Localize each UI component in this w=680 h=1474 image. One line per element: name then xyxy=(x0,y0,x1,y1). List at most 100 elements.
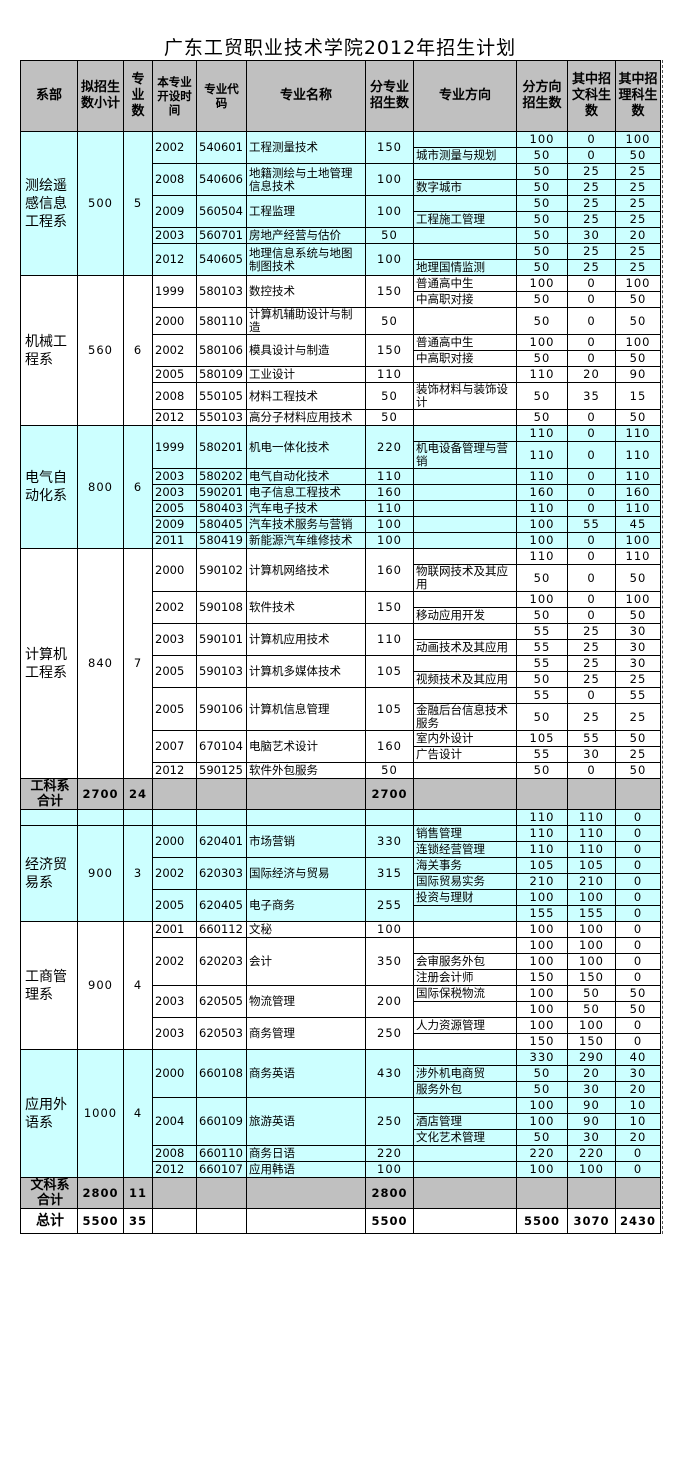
direction-enrollment: 150 xyxy=(516,969,568,986)
major-code: 660107 xyxy=(196,1161,247,1178)
table-row: 2003 590101 计算机应用技术 110 55 25 30 xyxy=(21,623,661,656)
column-header: 分专业招生数 xyxy=(365,60,414,132)
major-start-year: 2011 xyxy=(152,532,197,549)
major-code: 590108 xyxy=(196,591,247,624)
direction-enrollment: 50 xyxy=(516,1065,568,1082)
major-start-year: 2007 xyxy=(152,730,197,763)
major-enrollment: 110 xyxy=(365,468,414,485)
direction-name xyxy=(413,1145,517,1162)
table-row: 155 155 0 xyxy=(21,905,661,922)
major-start-year: 2000 xyxy=(152,1049,197,1098)
direction-name: 文化艺术管理 xyxy=(413,1129,517,1146)
science-count: 0 xyxy=(615,857,661,874)
empty-cell xyxy=(123,809,153,826)
direction-name xyxy=(413,1033,517,1050)
major-code: 620203 xyxy=(196,937,247,986)
major-name: 机电一体化技术 xyxy=(246,425,366,469)
science-count: 50 xyxy=(615,409,661,426)
page-title: 广东工贸职业技术学院2012年招生计划 xyxy=(163,37,517,59)
arts-count: 100 xyxy=(567,953,616,970)
table-row: 金融后台信息技术服务 50 25 25 xyxy=(21,703,661,731)
table-row: 应用外语系 1000 4 2000 660108 商务英语 430 330 290 40 xyxy=(20,1049,661,1178)
direction-name xyxy=(413,227,517,244)
direction-enrollment: 50 xyxy=(516,409,568,426)
direction-enrollment: 55 xyxy=(516,655,568,672)
major-code: 580106 xyxy=(196,334,247,367)
science-count: 10 xyxy=(615,1113,661,1130)
arts-total xyxy=(567,778,616,810)
major-code: 580110 xyxy=(196,307,247,335)
major-enrollment: 105 xyxy=(365,687,414,731)
major-code: 660109 xyxy=(196,1097,247,1146)
science-total xyxy=(615,1177,661,1209)
major-name: 国际经济与贸易 xyxy=(246,857,366,890)
major-name: 计算机信息管理 xyxy=(246,687,366,731)
major-name: 模具设计与制造 xyxy=(246,334,366,367)
department-major-count: 6 xyxy=(123,425,153,549)
table-row: 数字城市 50 25 25 xyxy=(21,179,661,196)
table-row: 涉外机电商贸 50 20 30 xyxy=(21,1065,661,1082)
major-enrollment: 160 xyxy=(365,730,414,763)
subtotal-row: 工科系合计 2700 24 2700 xyxy=(20,778,661,810)
arts-total: 3070 xyxy=(567,1208,616,1234)
major-code: 580109 xyxy=(196,366,247,383)
direction-name: 金融后台信息技术服务 xyxy=(413,703,517,731)
arts-count: 0 xyxy=(567,291,616,308)
science-count: 25 xyxy=(615,195,661,212)
arts-count: 35 xyxy=(567,382,616,410)
arts-count: 25 xyxy=(567,703,616,731)
major-name: 旅游英语 xyxy=(246,1097,366,1146)
direction-enrollment: 100 xyxy=(516,1097,568,1114)
direction-enrollment: 100 xyxy=(516,985,568,1002)
direction-name xyxy=(413,532,517,549)
arts-count: 0 xyxy=(567,484,616,501)
direction-enrollment: 110 xyxy=(516,841,568,858)
major-enrollment-total: 5500 xyxy=(365,1208,414,1234)
table-row: 2009 560504 工程监理 100 50 25 25 xyxy=(21,195,661,228)
table-row: 文化艺术管理 50 30 20 xyxy=(21,1129,661,1146)
direction-name: 城市测量与规划 xyxy=(413,147,517,164)
science-count: 50 xyxy=(615,307,661,335)
total-count: 2700 xyxy=(77,778,124,810)
direction-enrollment: 155 xyxy=(516,905,568,922)
empty-cell xyxy=(413,778,517,810)
arts-count: 105 xyxy=(567,857,616,874)
empty-cell xyxy=(20,809,78,826)
direction-name: 投资与理财 xyxy=(413,889,517,906)
science-count: 25 xyxy=(615,179,661,196)
major-start-year: 2002 xyxy=(152,591,197,624)
science-count: 110 xyxy=(615,425,661,442)
arts-count: 150 xyxy=(567,1033,616,1050)
major-name: 计算机多媒体技术 xyxy=(246,655,366,688)
arts-count: 0 xyxy=(567,334,616,351)
major-enrollment: 100 xyxy=(365,195,414,228)
table-row: 移动应用开发 50 0 50 xyxy=(21,607,661,624)
direction-name: 室内外设计 xyxy=(413,730,517,747)
column-header: 分方向招生数 xyxy=(516,60,568,132)
table-row: 2012 590125 软件外包服务 50 50 0 50 xyxy=(21,762,661,779)
major-enrollment: 50 xyxy=(365,409,414,426)
column-header: 专业方向 xyxy=(413,60,517,132)
table-row: 100 50 50 xyxy=(21,1001,661,1018)
direction-enrollment: 110 xyxy=(516,500,568,517)
arts-count: 50 xyxy=(567,1001,616,1018)
empty-cell xyxy=(413,809,517,826)
direction-name: 视频技术及其应用 xyxy=(413,671,517,688)
table-row: 2009 580405 汽车技术服务与营销 100 100 55 45 xyxy=(21,516,661,533)
table-row: 2007 670104 电脑艺术设计 160 室内外设计 105 55 50 xyxy=(21,730,661,763)
direction-enrollment: 110 xyxy=(516,809,568,826)
major-enrollment: 160 xyxy=(365,548,414,592)
direction-name xyxy=(413,307,517,335)
empty-cell xyxy=(196,1208,247,1234)
total-count: 5500 xyxy=(77,1208,124,1234)
science-count: 30 xyxy=(615,655,661,672)
direction-enrollment: 110 xyxy=(516,425,568,442)
major-enrollment: 150 xyxy=(365,334,414,367)
science-total xyxy=(615,778,661,810)
major-code: 620405 xyxy=(196,889,247,922)
science-count: 25 xyxy=(615,259,661,276)
major-code: 670104 xyxy=(196,730,247,763)
direction-name: 服务外包 xyxy=(413,1081,517,1098)
major-enrollment: 220 xyxy=(365,425,414,469)
direction-name: 工程施工管理 xyxy=(413,211,517,228)
